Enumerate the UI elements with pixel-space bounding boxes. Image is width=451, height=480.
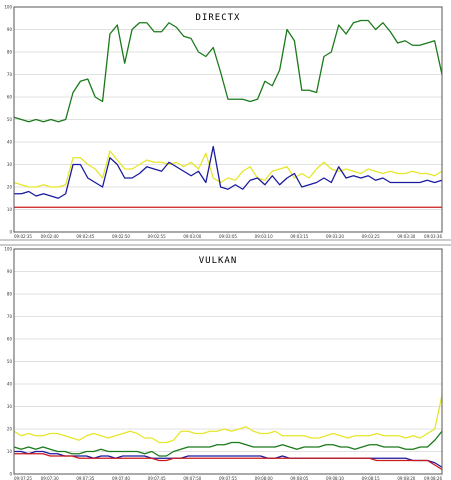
x-tick-label: 09:08:15 — [362, 476, 380, 480]
y-tick-label: 30 — [7, 162, 13, 167]
series-line — [13, 19, 443, 123]
y-tick-label: 20 — [7, 427, 13, 432]
x-tick-label: 09:07:35 — [76, 476, 94, 480]
x-tick-label: 09:03:00 — [183, 234, 201, 239]
x-tick-label: 09:02:40 — [41, 234, 59, 239]
x-tick-label: 09:07:50 — [183, 476, 201, 480]
x-tick-label: 09:08:10 — [326, 476, 344, 480]
chart-panel-directx: 0 10 20 30 40 50 60 70 80 90 100 09:02:35 09:02:40 09… — [4, 5, 443, 239]
y-tick-label: 60 — [7, 95, 13, 100]
chart-title: DIRECTX — [196, 13, 241, 23]
y-tick-label: 30 — [7, 404, 13, 409]
y-tick-label: 10 — [7, 449, 13, 454]
y-tick-label: 90 — [7, 27, 13, 32]
x-tick-label: 09:03:36 — [424, 234, 442, 239]
series-line — [13, 150, 443, 188]
x-tick-label: 09:03:30 — [397, 234, 415, 239]
x-tick-label: 09:08:05 — [290, 476, 308, 480]
plot-frame — [13, 6, 443, 233]
chart-panel-vulkan: 0 10 20 30 40 50 60 70 80 90 100 09:07:25 09:07:30 09… — [4, 247, 443, 480]
series-line — [13, 430, 443, 457]
x-tick-label: 09:07:55 — [219, 476, 237, 480]
y-tick-label: 70 — [7, 314, 13, 319]
x-tick-label: 09:02:35 — [14, 234, 32, 239]
x-tick-label: 09:07:40 — [112, 476, 130, 480]
y-tick-label: 20 — [7, 185, 13, 190]
y-tick-label: 40 — [7, 140, 13, 145]
x-tick-label: 09:02:45 — [76, 234, 94, 239]
y-tick-label: 70 — [7, 72, 13, 77]
y-tick-label: 80 — [7, 50, 13, 55]
x-tick-label: 09:08:26 — [424, 476, 442, 480]
y-tick-label: 60 — [7, 337, 13, 342]
chart-title: VULKAN — [199, 256, 238, 266]
x-tick-label: 09:07:45 — [148, 476, 166, 480]
x-tick-label: 09:08:00 — [255, 476, 273, 480]
x-tick-label: 09:03:20 — [326, 234, 344, 239]
y-tick-label: 0 — [9, 472, 12, 477]
plot-frame — [13, 248, 443, 475]
x-tick-label: 09:03:25 — [362, 234, 380, 239]
series-line — [14, 145, 443, 199]
y-tick-label: 50 — [7, 359, 13, 364]
x-tick-label: 09:07:30 — [41, 476, 59, 480]
x-tick-label: 09:03:10 — [255, 234, 273, 239]
x-tick-label: 09:08:20 — [397, 476, 415, 480]
y-tick-label: 50 — [7, 117, 13, 122]
y-tick-label: 90 — [7, 269, 13, 274]
x-tick-label: 09:07:25 — [14, 476, 32, 480]
y-tick-label: 100 — [4, 5, 12, 10]
y-tick-label: 100 — [4, 247, 12, 252]
y-tick-label: 80 — [7, 292, 13, 297]
y-tick-label: 0 — [9, 230, 12, 235]
x-tick-label: 09:03:15 — [290, 234, 308, 239]
y-tick-label: 40 — [7, 382, 13, 387]
x-tick-label: 09:03:05 — [219, 234, 237, 239]
x-tick-label: 09:02:55 — [148, 234, 166, 239]
x-tick-label: 09:02:50 — [112, 234, 130, 239]
series-line — [13, 395, 443, 444]
series-line — [14, 453, 443, 471]
y-tick-label: 10 — [7, 207, 13, 212]
